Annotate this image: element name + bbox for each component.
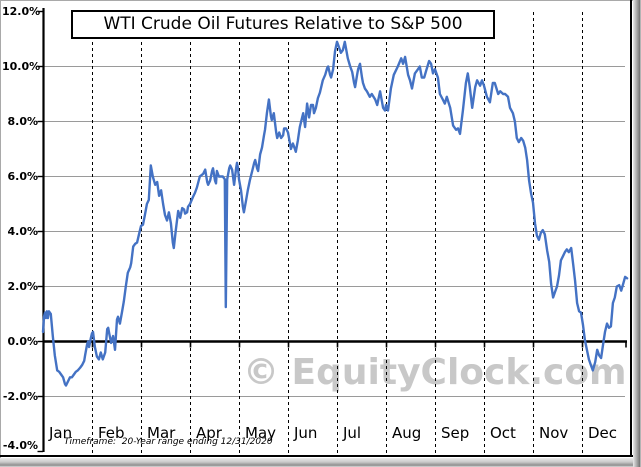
y-axis-label-4.0%: 4.0% <box>7 224 38 238</box>
x-axis-label-Feb: Feb <box>98 424 125 442</box>
chart-title: WTI Crude Oil Futures Relative to S&P 50… <box>103 14 463 34</box>
x-axis-label-Nov: Nov <box>539 424 569 442</box>
window-bottom-edge <box>0 458 633 467</box>
x-axis-label-Dec: Dec <box>588 424 618 442</box>
gridline-4pct <box>43 231 625 232</box>
y-axis-label-8.0%: 8.0% <box>7 114 38 128</box>
x-axis-label-Apr: Apr <box>196 424 222 442</box>
timeframe-footnote: Timeframe: 20-Year range ending 12/31/20… <box>64 437 273 447</box>
gridline-2pct <box>43 286 625 287</box>
wti-relative-sp500-series-line <box>41 40 629 387</box>
x-axis-label-Oct: Oct <box>490 424 516 442</box>
y-axis-label-10.0%: 10.0% <box>2 59 41 73</box>
y-axis-label--2.0%: -2.0% <box>2 389 38 403</box>
gridline-6pct <box>43 176 625 177</box>
y-axis-label-0.0%: 0.0% <box>7 334 38 348</box>
window-top-edge <box>0 0 641 1</box>
x-axis-label-Sep: Sep <box>441 424 470 442</box>
y-axis-label-12.0%: 12.0% <box>2 4 41 18</box>
equityclock-watermark: © EquityClock.com <box>243 352 627 393</box>
x-axis-label-Mar: Mar <box>147 424 176 442</box>
plot-bottom-border <box>0 455 633 457</box>
x-axis-label-Jun: Jun <box>294 424 318 442</box>
window-left-edge <box>0 0 1 467</box>
y-axis-label-6.0%: 6.0% <box>7 169 38 183</box>
gridline--2pct <box>43 396 625 397</box>
y-axis-label-2.0%: 2.0% <box>7 279 38 293</box>
plot-right-border <box>630 0 632 457</box>
x-axis-label-May: May <box>245 424 277 442</box>
gridline-8pct <box>43 121 625 122</box>
window-right-edge <box>633 0 641 467</box>
y-axis-label--4.0%: -4.0% <box>2 439 38 452</box>
x-axis-label-Jan: Jan <box>49 424 73 442</box>
x-axis-label-Aug: Aug <box>392 424 422 442</box>
x-axis-label-Jul: Jul <box>343 424 362 442</box>
chart-title-box: WTI Crude Oil Futures Relative to S&P 50… <box>71 10 495 39</box>
